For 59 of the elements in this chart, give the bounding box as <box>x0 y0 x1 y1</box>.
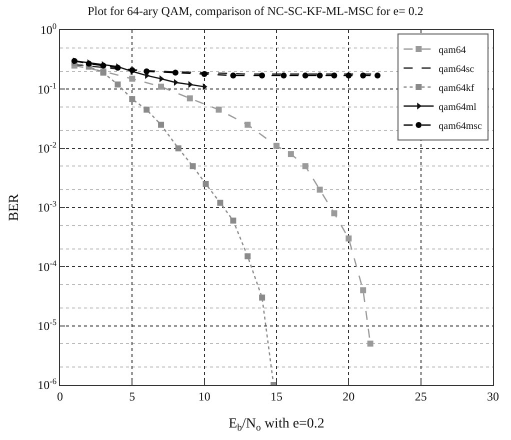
point <box>259 294 266 301</box>
x-tick-label: 5 <box>129 389 136 404</box>
legend-label: qam64kf <box>438 82 475 94</box>
y-axis-title: BER <box>7 193 22 222</box>
x-tick-label: 25 <box>414 389 427 404</box>
point <box>216 106 222 113</box>
point <box>172 70 178 76</box>
point <box>188 81 193 88</box>
point <box>302 72 308 79</box>
legend-label: qam64 <box>438 44 466 56</box>
legend-label: qam64msc <box>438 120 483 132</box>
point <box>244 253 251 260</box>
point <box>244 122 251 128</box>
point <box>360 72 366 79</box>
point <box>346 72 352 79</box>
point <box>302 163 308 170</box>
legend-label: qam64sc <box>438 64 475 75</box>
y-tick-label: 10$^{0}$ <box>40 22 57 38</box>
x-axis-title: E$_{b}$/N$_{o}$ with e=0.2 <box>228 416 324 434</box>
point <box>202 180 209 187</box>
y-tick-label: 10$^{-3}$ <box>38 200 57 215</box>
point <box>288 151 294 158</box>
point <box>374 72 381 79</box>
chart-title: Plot for 64-ary QAM, comparison of NC-SC-KF-ML-MSC for e= 0.2 <box>88 4 424 18</box>
x-tick-label: 20 <box>342 389 355 404</box>
y-tick-label: 10$^{-2}$ <box>38 140 57 156</box>
point <box>201 71 208 78</box>
point <box>316 186 323 193</box>
point <box>144 68 150 74</box>
point <box>230 72 236 79</box>
point <box>144 106 150 113</box>
point <box>114 81 121 88</box>
point <box>274 142 280 149</box>
point <box>230 218 236 224</box>
legend-label: qam64ml <box>438 102 477 113</box>
point <box>367 340 374 347</box>
x-tick-label: 10 <box>198 389 210 404</box>
x-tick-label: 15 <box>270 389 282 404</box>
y-tick-label: 10$^{-1}$ <box>38 81 57 96</box>
point <box>129 96 136 102</box>
point <box>190 163 196 170</box>
x-tick-label: 0 <box>57 389 63 404</box>
point <box>186 95 193 102</box>
point <box>158 122 164 128</box>
y-tick-label: 10$^{-6}$ <box>38 377 57 392</box>
point <box>217 200 224 206</box>
point <box>316 72 323 79</box>
point <box>158 84 164 90</box>
point <box>331 210 338 216</box>
point <box>129 76 136 82</box>
y-tick-label: 10$^{-4}$ <box>38 258 58 274</box>
point <box>360 287 366 294</box>
point <box>280 72 287 79</box>
point <box>346 235 352 242</box>
x-tick-label: 30 <box>487 389 499 404</box>
point <box>259 72 266 79</box>
y-tick-label: 10$^{-5}$ <box>38 318 57 334</box>
point <box>331 72 338 79</box>
point <box>175 145 182 152</box>
